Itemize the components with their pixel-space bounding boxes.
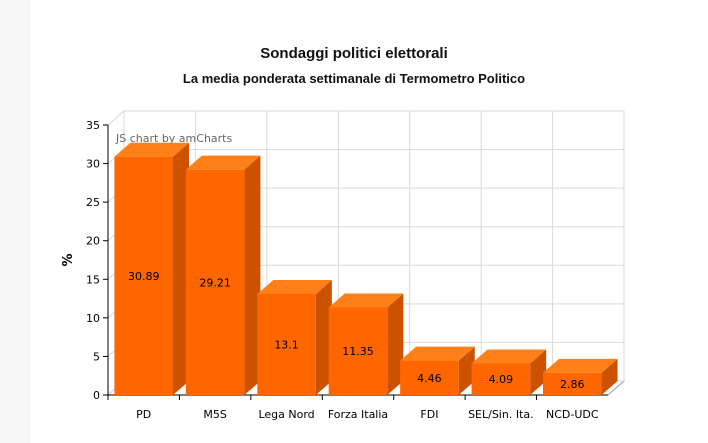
chart-title: Sondaggi politici elettorali <box>260 45 448 62</box>
bar-top <box>400 346 475 361</box>
x-tick-label: SEL/Sin. Ita. <box>468 408 534 421</box>
x-tick-label: NCD-UDC <box>546 408 599 421</box>
bar-top <box>185 155 261 170</box>
y-tick-label: 25 <box>86 196 100 209</box>
bar[interactable]: 30.89 <box>114 142 189 395</box>
bar[interactable]: 29.21 <box>185 155 261 395</box>
data-label: 11.35 <box>342 345 374 358</box>
bar-side <box>244 155 261 395</box>
data-label: 4.46 <box>417 372 442 385</box>
bar-side <box>601 358 618 395</box>
y-tick-label: 20 <box>86 235 100 248</box>
bar-top <box>114 142 189 157</box>
y-tick-label: 15 <box>86 273 100 286</box>
x-tick-label: Lega Nord <box>258 408 314 421</box>
y-tick-label: 35 <box>86 119 100 132</box>
bar-front <box>257 293 316 395</box>
bar-side <box>387 293 404 395</box>
bar[interactable]: 13.1 <box>257 279 332 395</box>
bar[interactable]: 11.35 <box>328 293 404 395</box>
bar[interactable]: 4.46 <box>400 346 475 395</box>
bar[interactable]: 2.86 <box>543 358 618 395</box>
bar-top <box>543 358 618 373</box>
y-tick-label: 10 <box>86 312 100 325</box>
bar[interactable]: 4.09 <box>471 349 547 395</box>
chart-credit-link[interactable]: JS chart by amCharts <box>115 132 232 145</box>
x-tick-label: Forza Italia <box>328 408 388 421</box>
bar-top <box>328 293 404 308</box>
bar-front <box>185 169 245 395</box>
bar-front <box>471 363 531 395</box>
x-tick-label: FDI <box>420 408 438 421</box>
chart-subtitle: La media ponderata settimanale di Termom… <box>182 71 526 86</box>
data-label: 30.89 <box>128 270 160 283</box>
data-label: 29.21 <box>199 276 231 289</box>
bar-front <box>328 307 388 395</box>
bar-top <box>471 349 547 364</box>
bars: 30.89 29.21 13.1 11.35 4.46 4.09 2.86 <box>114 142 618 395</box>
bar-side <box>458 346 475 395</box>
data-label: 2.86 <box>560 378 585 391</box>
y-tick-label: 0 <box>93 389 100 402</box>
y-tick-label: 30 <box>86 158 100 171</box>
data-label: 13.1 <box>274 338 299 351</box>
x-tick-label: PD <box>136 408 151 421</box>
bar-front <box>400 360 459 395</box>
bar-top <box>257 279 332 294</box>
x-axis-labels: PD M5S Lega Nord Forza Italia FDI SEL/Sin. It… <box>136 408 599 421</box>
bar-front <box>114 156 173 395</box>
x-tick-label: M5S <box>203 408 226 421</box>
bar-front <box>543 372 602 395</box>
bar-side <box>315 279 332 395</box>
bar-side <box>173 142 189 395</box>
y-tick-label: 5 <box>93 350 100 363</box>
data-label: 4.09 <box>489 373 514 386</box>
y-axis-title: % <box>61 253 76 266</box>
bar-side <box>530 349 547 395</box>
